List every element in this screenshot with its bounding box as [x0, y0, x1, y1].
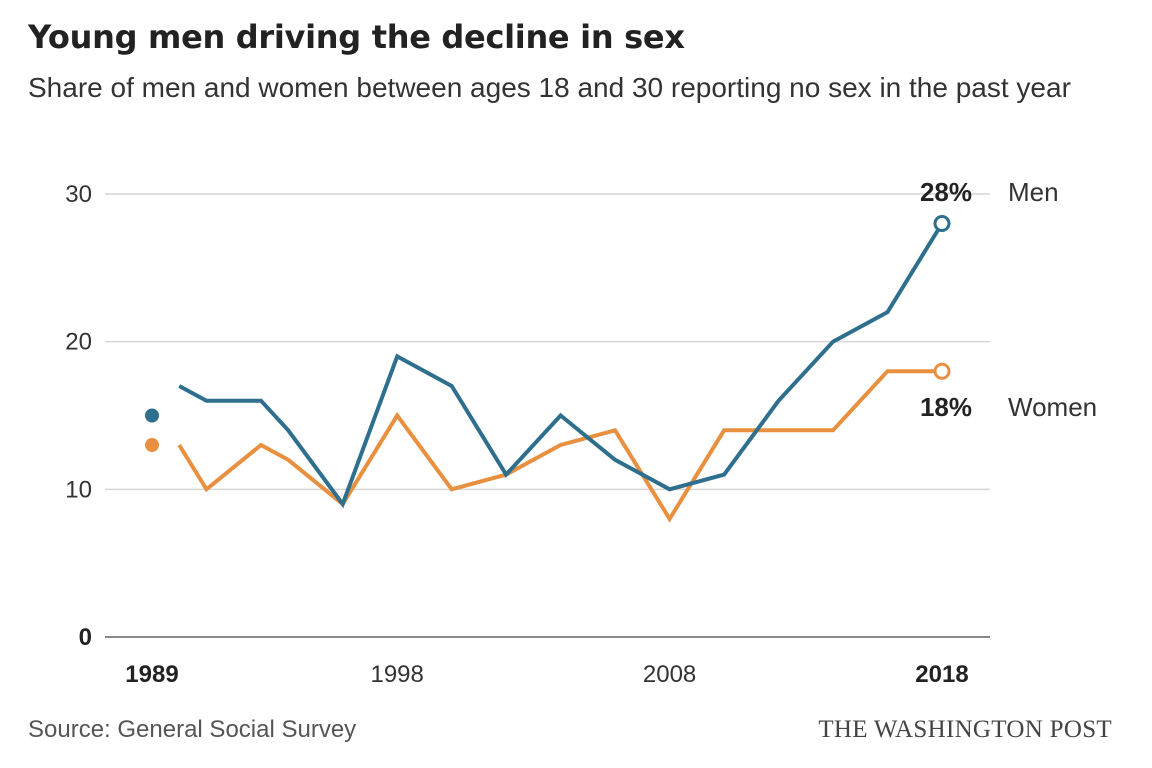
gridlines: [105, 193, 990, 638]
series-name-label-men: Men: [1008, 177, 1059, 207]
y-axis-ticks: 0 10 20 30: [65, 181, 92, 651]
x-tick-label: 1998: [370, 661, 423, 688]
x-axis-ticks: 1989 1998 2008 2018: [125, 661, 968, 688]
series-line-women: [177, 369, 942, 523]
y-tick-label: 20: [65, 329, 92, 356]
series: [145, 215, 951, 523]
end-value-label-men: 28%: [920, 177, 972, 207]
start-point-men: [145, 408, 159, 423]
chart-subtitle: Share of men and women between ages 18 a…: [28, 72, 1071, 103]
x-tick-label: 2018: [915, 661, 968, 688]
source-note: Source: General Social Survey: [28, 716, 357, 743]
series-name-label-women: Women: [1008, 392, 1097, 422]
series-line-men: [178, 222, 944, 509]
y-tick-label: 0: [79, 624, 92, 651]
chart-title: Young men driving the decline in sex: [28, 18, 685, 56]
y-tick-label: 10: [65, 476, 92, 503]
end-value-label-women: 18%: [920, 392, 972, 422]
series-labels: 18% Women 28% Men: [920, 177, 1097, 422]
publisher-logo: THE WASHINGTON POST: [818, 716, 1112, 743]
x-tick-label: 1989: [125, 661, 178, 688]
start-point-women: [145, 438, 159, 453]
end-point-men: [933, 215, 951, 233]
x-tick-label: 2008: [643, 661, 696, 688]
end-point-women: [933, 362, 951, 380]
y-tick-label: 30: [65, 181, 92, 208]
